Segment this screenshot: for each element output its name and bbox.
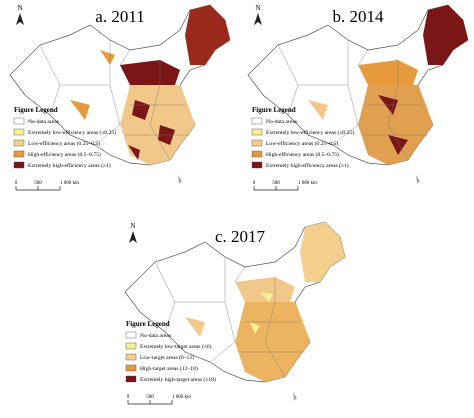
legend-swatch xyxy=(13,161,25,169)
scale-label: 500 xyxy=(272,181,280,186)
scale-label: 0 xyxy=(253,181,256,186)
north-arrow xyxy=(254,13,262,25)
legend-label: High-efficiency areas (0.5–0.75) xyxy=(28,151,101,158)
north-label: N xyxy=(255,4,260,12)
region xyxy=(70,50,115,120)
panel-title: b. 2014 xyxy=(333,7,385,26)
region xyxy=(235,302,310,382)
legend-label: Extremely high-efficiency areas (≥1) xyxy=(266,162,349,169)
legend-label: Extremely low-efficiency areas (≤0.25) xyxy=(28,129,116,136)
legend-swatch xyxy=(251,139,263,147)
legend-swatch xyxy=(125,342,137,350)
scale-label: 0 xyxy=(127,395,130,400)
legend-swatch xyxy=(125,331,137,339)
north-arrow xyxy=(129,231,137,243)
region xyxy=(185,317,205,337)
legend-label: High-efficiency areas (0.5–0.75) xyxy=(266,151,339,158)
region xyxy=(358,85,433,165)
panel-b xyxy=(247,4,469,184)
legend-title: Figure Legend xyxy=(126,320,170,328)
legend-swatch xyxy=(13,139,25,147)
legend-label: No-data areas xyxy=(140,333,171,339)
legend-swatch xyxy=(251,161,263,169)
region xyxy=(250,292,273,334)
region xyxy=(378,95,408,155)
north-label: N xyxy=(17,4,22,12)
region xyxy=(423,5,468,65)
legend-label: No-data areas xyxy=(266,119,297,125)
legend-swatch xyxy=(13,117,25,125)
legend-swatch xyxy=(251,117,263,125)
region xyxy=(300,222,345,282)
legend-label: Extremely low-target areas (≤6) xyxy=(140,343,212,350)
panel-a xyxy=(9,4,231,184)
legend-label: No-data areas xyxy=(28,119,59,125)
legend-title: Figure Legend xyxy=(252,106,296,114)
legend-label: Extremely high-target areas (≥18) xyxy=(140,376,216,383)
annotations: a. 2011 N Figure Legend No-data areas Extrem… xyxy=(13,4,385,405)
scale-bar xyxy=(127,400,173,405)
legend-label: Low-target areas (6–12) xyxy=(140,354,194,361)
north-label: N xyxy=(130,222,135,230)
region xyxy=(308,100,328,120)
scale-label: 1 000 km xyxy=(172,395,191,400)
panel-c xyxy=(124,221,346,401)
region xyxy=(120,85,195,165)
scale-bar xyxy=(253,186,299,191)
legend-label: High-target areas (12–18) xyxy=(140,365,198,372)
panel-title: a. 2011 xyxy=(95,7,144,26)
scale-label: 1 000 km xyxy=(298,181,317,186)
legend-label: Low-efficiency areas (0.25–0.5) xyxy=(266,140,338,147)
legend-title: Figure Legend xyxy=(14,106,58,114)
legend-label: Low-efficiency areas (0.25–0.5) xyxy=(28,140,100,147)
scale-label: 500 xyxy=(146,395,154,400)
island xyxy=(416,175,420,184)
region xyxy=(185,5,230,65)
legend-swatch xyxy=(125,353,137,361)
legend-swatch xyxy=(125,364,137,372)
legend-swatch xyxy=(251,150,263,158)
island xyxy=(293,392,297,401)
legend-swatch xyxy=(125,375,137,383)
scale-bar xyxy=(15,186,61,191)
legend-swatch xyxy=(13,150,25,158)
legend-label: Extremely low-efficiency areas (≤0.25) xyxy=(266,129,354,136)
scale-label: 500 xyxy=(34,181,42,186)
region xyxy=(128,100,175,160)
scale-label: 0 xyxy=(15,181,18,186)
panel-title: c. 2017 xyxy=(215,227,266,246)
legend-swatch xyxy=(13,128,25,136)
legend-label: Extremely high-efficiency areas (≥1) xyxy=(28,162,111,169)
north-arrow xyxy=(16,13,24,25)
scale-label: 1 000 km xyxy=(60,181,79,186)
legend-swatch xyxy=(251,128,263,136)
island xyxy=(178,175,182,184)
